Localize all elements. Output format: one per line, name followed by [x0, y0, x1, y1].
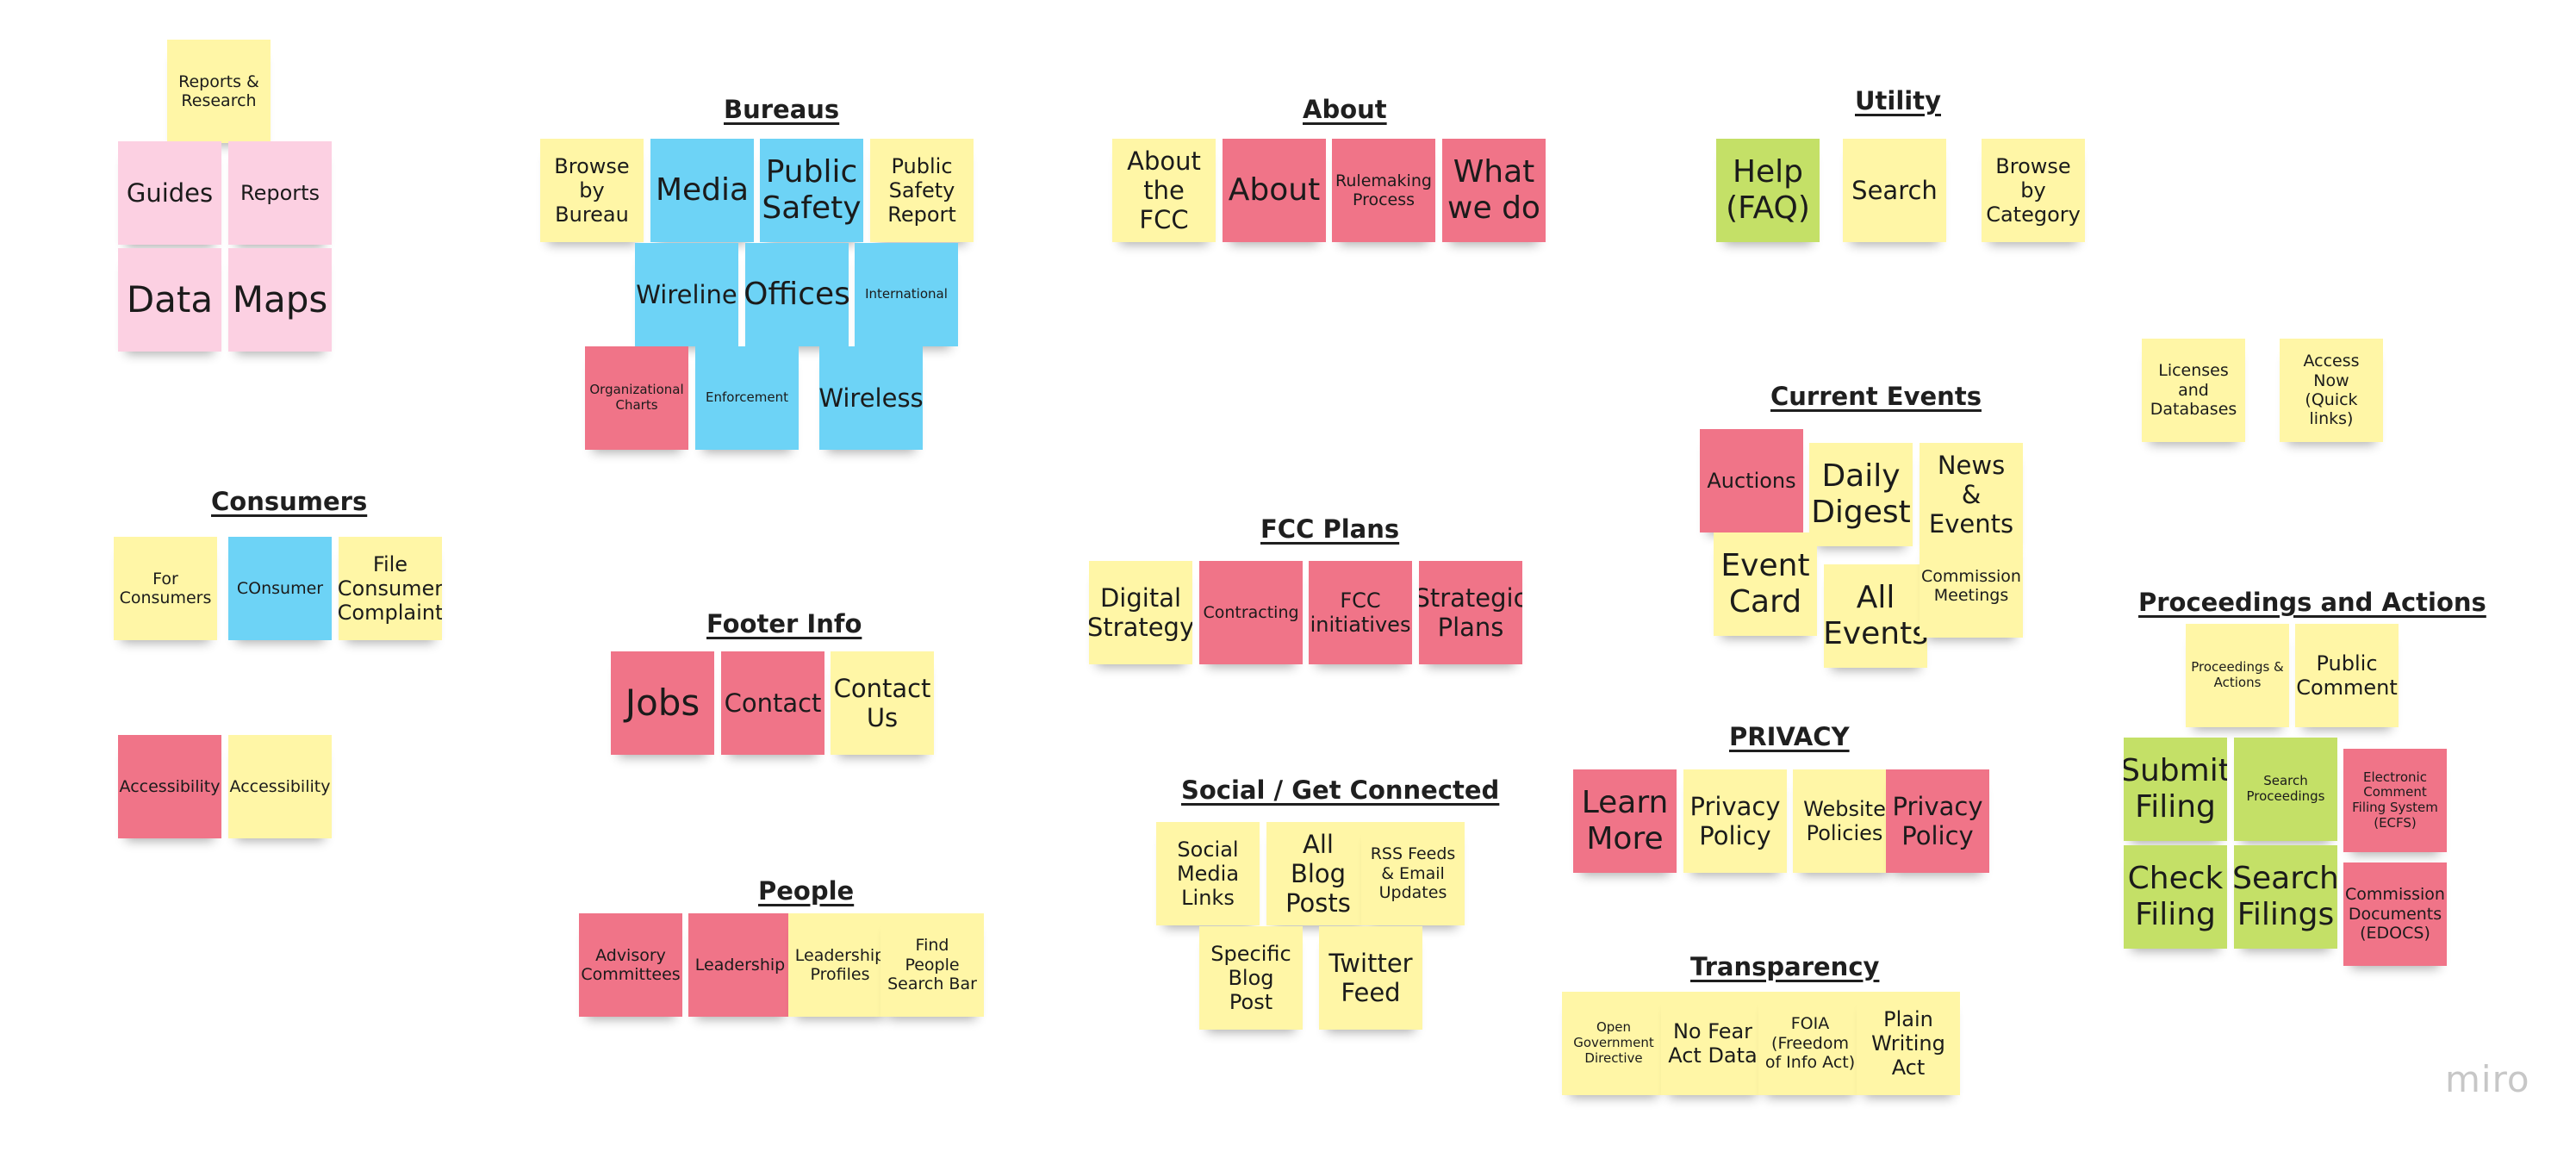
- sticky-note-access-now[interactable]: Access Now (Quick links): [2280, 339, 2383, 442]
- heading-about[interactable]: About: [1303, 95, 1387, 124]
- sticky-note-search[interactable]: Search: [1843, 139, 1946, 242]
- sticky-note-org-charts[interactable]: Organizational Charts: [585, 346, 688, 450]
- sticky-note-accessibility-yellow[interactable]: Accessibility: [228, 735, 332, 838]
- sticky-note-privacy-policy-red[interactable]: Privacy Policy: [1886, 769, 1989, 873]
- sticky-note-what-we-do[interactable]: What we do: [1442, 139, 1546, 242]
- sticky-note-contact-us[interactable]: Contact Us: [831, 651, 934, 755]
- heading-consumers[interactable]: Consumers: [211, 487, 368, 516]
- sticky-note-contact[interactable]: Contact: [721, 651, 824, 755]
- sticky-note-enforcement[interactable]: Enforcement: [695, 346, 799, 450]
- sticky-note-all-events[interactable]: All Events: [1824, 564, 1927, 668]
- sticky-note-twitter-feed[interactable]: Twitter Feed: [1319, 926, 1422, 1030]
- heading-footer-info[interactable]: Footer Info: [706, 609, 862, 638]
- sticky-note-licenses-databases[interactable]: Licenses and Databases: [2142, 339, 2245, 442]
- sticky-note-news-events[interactable]: News & Events: [1920, 443, 2023, 546]
- miro-logo: miro: [2445, 1058, 2530, 1100]
- sticky-note-auctions[interactable]: Auctions: [1700, 429, 1803, 532]
- sticky-note-event-card[interactable]: Event Card: [1714, 532, 1817, 636]
- sticky-note-offices[interactable]: Offices: [745, 243, 849, 346]
- sticky-note-advisory-committees[interactable]: Advisory Committees: [579, 913, 682, 1017]
- sticky-note-contracting[interactable]: Contracting: [1199, 561, 1303, 664]
- sticky-note-guides[interactable]: Guides: [118, 141, 221, 245]
- sticky-note-check-filing[interactable]: Check Filing: [2124, 845, 2227, 949]
- sticky-note-public-safety[interactable]: Public Safety: [760, 139, 863, 242]
- heading-utility[interactable]: Utility: [1855, 86, 1941, 115]
- sticky-note-help-faq[interactable]: Help (FAQ): [1716, 139, 1820, 242]
- sticky-note-jobs[interactable]: Jobs: [611, 651, 714, 755]
- sticky-note-search-proceedings[interactable]: Search Proceedings: [2234, 738, 2337, 841]
- sticky-note-consumer[interactable]: COnsumer: [228, 537, 332, 640]
- sticky-note-submit-filing[interactable]: Submit Filing: [2124, 738, 2227, 841]
- sticky-note-reports[interactable]: Reports: [228, 141, 332, 245]
- sticky-note-digital-strategy[interactable]: Digital Strategy: [1089, 561, 1192, 664]
- sticky-note-accessibility-red[interactable]: Accessibility: [118, 735, 221, 838]
- sticky-note-proceedings-actions[interactable]: Proceedings & Actions: [2186, 624, 2289, 727]
- sticky-note-about[interactable]: About: [1223, 139, 1326, 242]
- sticky-note-daily-digest[interactable]: Daily Digest: [1809, 443, 1913, 546]
- sticky-note-public-comment[interactable]: Public Comment: [2295, 624, 2399, 727]
- heading-fcc-plans[interactable]: FCC Plans: [1260, 514, 1400, 544]
- sticky-note-public-safety-report[interactable]: Public Safety Report: [870, 139, 974, 242]
- heading-privacy[interactable]: PRIVACY: [1729, 722, 1850, 751]
- sticky-note-media[interactable]: Media: [650, 139, 754, 242]
- sticky-note-wireless[interactable]: Wireless: [819, 346, 923, 450]
- sticky-note-fcc-initiatives[interactable]: FCC initiatives: [1309, 561, 1412, 664]
- sticky-note-all-blog-posts[interactable]: All Blog Posts: [1266, 822, 1370, 925]
- sticky-note-strategic-plans[interactable]: Strategic Plans: [1419, 561, 1522, 664]
- sticky-note-no-fear-act[interactable]: No Fear Act Data: [1661, 992, 1764, 1095]
- sticky-note-specific-blog-post[interactable]: Specific Blog Post: [1199, 926, 1303, 1030]
- heading-current-events[interactable]: Current Events: [1770, 382, 1982, 411]
- sticky-note-social-media-links[interactable]: Social Media Links: [1156, 822, 1260, 925]
- sticky-note-leadership[interactable]: Leadership: [688, 913, 792, 1017]
- sticky-note-learn-more[interactable]: Learn More: [1573, 769, 1677, 873]
- sticky-note-foia[interactable]: FOIA (Freedom of Info Act): [1758, 992, 1862, 1095]
- sticky-note-website-policies[interactable]: Website Policies: [1793, 769, 1896, 873]
- sticky-note-rss-feeds[interactable]: RSS Feeds & Email Updates: [1361, 822, 1465, 925]
- sticky-note-find-people[interactable]: Find People Search Bar: [880, 913, 984, 1017]
- sticky-note-edocs[interactable]: Commission Documents (EDOCS): [2343, 862, 2447, 966]
- sticky-note-international[interactable]: International: [855, 243, 958, 346]
- heading-bureaus[interactable]: Bureaus: [724, 95, 840, 124]
- sticky-note-reports-research[interactable]: Reports & Research: [167, 40, 271, 143]
- sticky-note-maps[interactable]: Maps: [228, 248, 332, 352]
- heading-people[interactable]: People: [758, 876, 855, 906]
- sticky-note-commission-meetings[interactable]: Commission Meetings: [1920, 534, 2023, 638]
- sticky-note-rulemaking-process[interactable]: Rulemaking Process: [1332, 139, 1435, 242]
- sticky-note-open-gov-directive[interactable]: Open Government Directive: [1562, 992, 1665, 1095]
- heading-social[interactable]: Social / Get Connected: [1181, 775, 1500, 805]
- sticky-note-data[interactable]: Data: [118, 248, 221, 352]
- sticky-note-about-the-fcc[interactable]: About the FCC: [1112, 139, 1216, 242]
- heading-proceedings[interactable]: Proceedings and Actions: [2138, 588, 2486, 617]
- sticky-note-wireline[interactable]: Wireline: [635, 243, 738, 346]
- sticky-note-ecfs[interactable]: Electronic Comment Filing System (ECFS): [2343, 749, 2447, 852]
- heading-transparency[interactable]: Transparency: [1690, 952, 1880, 981]
- sticky-note-privacy-policy-yellow[interactable]: Privacy Policy: [1683, 769, 1787, 873]
- sticky-note-plain-writing-act[interactable]: Plain Writing Act: [1857, 992, 1960, 1095]
- sticky-note-for-consumers[interactable]: For Consumers: [114, 537, 217, 640]
- sticky-note-file-consumer-complaint[interactable]: File Consumer Complaint: [339, 537, 442, 640]
- sticky-note-browse-by-bureau[interactable]: Browse by Bureau: [540, 139, 644, 242]
- sticky-note-leadership-profiles[interactable]: Leadership Profiles: [788, 913, 892, 1017]
- sticky-note-search-filings[interactable]: Search Filings: [2234, 845, 2337, 949]
- sticky-note-browse-by-category[interactable]: Browse by Category: [1982, 139, 2085, 242]
